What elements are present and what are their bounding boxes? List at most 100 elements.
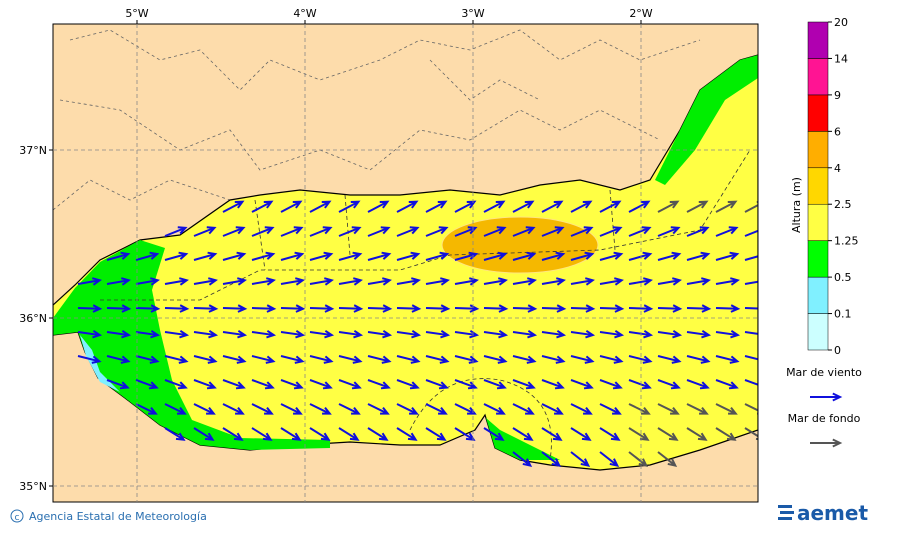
wave-arrow bbox=[657, 355, 682, 364]
graticule: 5°W 4°W 3°W 2°W 37°N 36°N 35°N bbox=[19, 7, 758, 502]
wave-arrow bbox=[396, 427, 418, 441]
wave-arrow bbox=[512, 355, 537, 364]
wave-arrow bbox=[338, 251, 363, 261]
wave-arrow bbox=[164, 251, 189, 261]
wave-arrow bbox=[106, 355, 131, 364]
colorbar-segment bbox=[807, 313, 829, 351]
wave-arrow bbox=[570, 251, 595, 261]
wave-arrow bbox=[541, 403, 564, 415]
wave-arrow bbox=[251, 251, 276, 261]
wave-arrow bbox=[715, 427, 737, 441]
wave-arrow bbox=[512, 379, 536, 390]
wave-arrow bbox=[309, 403, 332, 415]
wave-arrow bbox=[570, 226, 594, 237]
colorbar-label: 0 bbox=[834, 344, 841, 357]
wave-arrow bbox=[715, 226, 739, 237]
wave-arrow bbox=[657, 379, 681, 390]
wave-arrow bbox=[367, 329, 393, 339]
wave-arrow bbox=[193, 329, 219, 339]
wave-arrow bbox=[251, 355, 276, 364]
wave-arrow bbox=[164, 379, 188, 390]
wave-arrow bbox=[628, 451, 649, 467]
wave-zone-green bbox=[486, 418, 560, 460]
lon-label: 2°W bbox=[629, 7, 652, 20]
wave-arrow bbox=[628, 403, 651, 415]
wave-arrow bbox=[106, 277, 131, 286]
wave-arrow bbox=[686, 304, 712, 313]
lat-label: 37°N bbox=[19, 144, 47, 157]
wave-arrow bbox=[541, 304, 567, 313]
wave-arrow bbox=[512, 427, 534, 441]
wave-arrow bbox=[280, 200, 303, 213]
wave-arrow bbox=[396, 226, 420, 237]
wave-arrow bbox=[657, 304, 683, 313]
wave-arrow bbox=[657, 277, 682, 286]
wave-arrow bbox=[396, 329, 422, 339]
colorbar-label: 20 bbox=[834, 16, 848, 29]
wave-arrow bbox=[541, 200, 564, 213]
wave-arrow bbox=[251, 226, 275, 237]
wave-arrow bbox=[483, 251, 508, 261]
wave-arrow bbox=[541, 379, 565, 390]
wave-arrow bbox=[396, 355, 421, 364]
wave-arrow bbox=[657, 200, 680, 213]
wave-arrow bbox=[193, 251, 218, 261]
wave-arrow bbox=[570, 355, 595, 364]
colorbar-segment bbox=[807, 240, 829, 278]
wave-arrow bbox=[193, 304, 219, 313]
footer: c Agencia Estatal de Meteorología aemet bbox=[10, 501, 868, 525]
wave-arrow bbox=[628, 251, 653, 261]
wave-arrow bbox=[309, 277, 334, 286]
wave-arrow bbox=[222, 200, 245, 213]
wave-arrow bbox=[744, 331, 758, 335]
wave-arrow bbox=[251, 277, 276, 286]
wave-zone-orange bbox=[441, 216, 599, 274]
wave-arrow bbox=[309, 379, 333, 390]
wave-arrow bbox=[193, 277, 218, 286]
wave-arrow bbox=[280, 277, 305, 286]
wave-arrow bbox=[135, 251, 160, 261]
wave-arrow bbox=[628, 329, 654, 339]
wave-arrow bbox=[454, 277, 479, 286]
wave-arrow bbox=[686, 355, 711, 364]
wave-arrow bbox=[628, 304, 654, 313]
wave-arrow bbox=[251, 379, 275, 390]
wave-arrow bbox=[599, 200, 622, 213]
wave-arrow bbox=[628, 355, 653, 364]
colorbar-segment bbox=[807, 131, 829, 169]
wave-arrow bbox=[483, 403, 506, 415]
wave-arrow bbox=[251, 304, 277, 313]
wave-zone-cyan bbox=[80, 335, 120, 392]
wave-arrow bbox=[657, 226, 681, 237]
colorbar-label: 0.5 bbox=[834, 271, 852, 284]
wave-arrow bbox=[338, 329, 364, 339]
wave-arrow bbox=[744, 280, 758, 285]
wave-arrow bbox=[193, 403, 216, 415]
wave-arrow bbox=[77, 329, 103, 339]
wave-arrow bbox=[686, 329, 712, 339]
wave-arrow bbox=[657, 403, 680, 415]
wave-arrow bbox=[512, 304, 538, 313]
wave-arrow bbox=[338, 304, 364, 313]
wave-arrow bbox=[396, 200, 419, 213]
wave-arrow bbox=[599, 304, 625, 313]
wave-arrow bbox=[135, 329, 161, 339]
wave-arrow bbox=[599, 355, 624, 364]
wave-arrow bbox=[599, 427, 621, 441]
legend-label: Mar de fondo bbox=[788, 412, 861, 425]
wave-arrow bbox=[512, 277, 537, 286]
wave-arrow bbox=[483, 427, 505, 441]
wave-arrow bbox=[541, 329, 567, 339]
wave-arrow bbox=[512, 403, 535, 415]
wave-arrow bbox=[425, 355, 450, 364]
wave-arrow bbox=[715, 379, 739, 390]
wave-arrow bbox=[309, 427, 331, 441]
wave-arrow bbox=[483, 304, 509, 313]
wave-arrow bbox=[425, 379, 449, 390]
wave-arrow bbox=[599, 379, 623, 390]
colorbar-segment bbox=[807, 276, 829, 314]
wave-arrow bbox=[541, 427, 563, 441]
wave-arrow bbox=[715, 251, 740, 261]
legend-arrow bbox=[810, 392, 843, 402]
wave-arrow bbox=[106, 379, 130, 390]
